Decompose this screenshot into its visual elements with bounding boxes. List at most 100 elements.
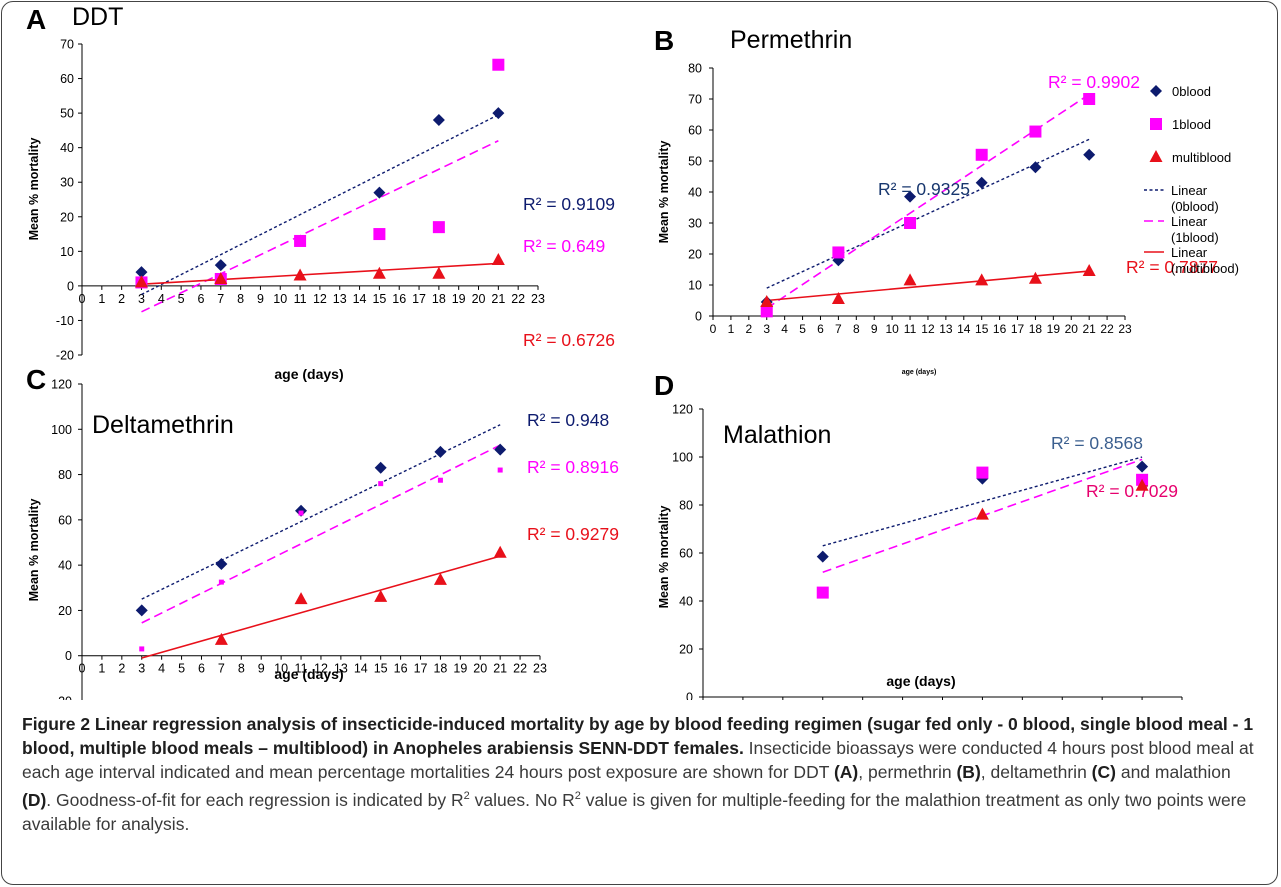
x-tick-label: 9 <box>871 322 878 336</box>
data-point-multiblood <box>1135 478 1149 491</box>
legend-label: 0blood <box>1172 84 1211 99</box>
y-tick-label: 0 <box>695 310 702 324</box>
data-point-1blood <box>904 217 917 229</box>
data-point-multiblood <box>372 266 386 279</box>
x-axis-label: age (days) <box>274 366 343 382</box>
y-tick-label: 60 <box>58 513 72 527</box>
y-tick-label: 120 <box>51 378 72 392</box>
x-tick-label: 4 <box>781 322 788 336</box>
r2-label-multiblood: R² = 0.6726 <box>523 330 615 350</box>
x-tick-label: 10 <box>274 662 288 676</box>
y-tick-label: 20 <box>679 643 693 657</box>
data-point-1blood <box>139 646 145 652</box>
data-point-multiblood <box>134 275 148 288</box>
panel-letter: B <box>654 25 674 56</box>
x-tick-label: 19 <box>1047 322 1061 336</box>
y-tick-label: 70 <box>688 93 702 107</box>
legend-marker-multiblood <box>1149 150 1163 162</box>
data-point-1blood <box>816 586 829 599</box>
r2-label-multiblood: R² = 0.9279 <box>527 524 619 544</box>
x-tick-label: 16 <box>993 322 1007 336</box>
x-tick-label: 10 <box>885 322 899 336</box>
x-tick-label: 13 <box>334 662 348 676</box>
caption-ref-d: (D) <box>22 789 47 810</box>
y-tick-label: 50 <box>60 107 74 121</box>
x-tick-label: 20 <box>1065 322 1079 336</box>
x-tick-label: 10 <box>273 292 287 306</box>
data-point-1blood <box>378 481 384 487</box>
data-point-1blood <box>976 466 989 479</box>
x-tick-label: 16 <box>394 662 408 676</box>
panel-letter: C <box>26 364 46 395</box>
y-tick-label: 50 <box>688 155 702 169</box>
x-tick-label: 1 <box>98 662 105 676</box>
x-tick-label: 3 <box>138 662 145 676</box>
data-point-multiblood <box>432 266 446 279</box>
y-axis-label: Mean % mortality <box>657 506 671 609</box>
r2-label-0blood: R² = 0.8568 <box>1051 433 1143 453</box>
legend-label: (0blood) <box>1171 199 1219 214</box>
caption-body-3: , deltamethrin <box>980 762 1092 782</box>
x-tick-label: 23 <box>1118 322 1132 336</box>
x-tick-label: 16 <box>392 292 406 306</box>
data-point-1blood <box>294 234 307 247</box>
x-tick-label: 17 <box>412 292 426 306</box>
y-tick-label: 80 <box>688 62 702 76</box>
y-tick-label: 40 <box>688 186 702 200</box>
x-tick-label: 5 <box>178 292 185 306</box>
data-point-multiblood <box>975 507 989 520</box>
x-tick-label: 19 <box>453 662 467 676</box>
x-tick-label: 14 <box>957 322 971 336</box>
y-tick-label: 30 <box>60 176 74 190</box>
x-tick-label: 1 <box>728 322 735 336</box>
y-tick-label: 80 <box>58 468 72 482</box>
panel-c: CDeltamethrin-20020406080100120012345678… <box>26 364 619 700</box>
legend-marker-1blood <box>1150 118 1162 130</box>
r2-label-1blood: R² = 0.9902 <box>1048 72 1140 92</box>
x-tick-label: 23 <box>531 292 545 306</box>
legend-label: 1blood <box>1172 117 1211 132</box>
data-point-multiblood <box>831 291 845 304</box>
x-tick-label: 2 <box>745 322 752 336</box>
data-point-0blood <box>1029 161 1042 174</box>
trendline-multiblood <box>141 555 501 659</box>
data-point-multiblood <box>433 572 447 585</box>
y-tick-label: 70 <box>60 38 74 52</box>
x-tick-label: 4 <box>158 292 165 306</box>
x-tick-label: 9 <box>258 662 265 676</box>
y-tick-label: 0 <box>67 279 74 293</box>
data-point-0blood <box>492 107 505 120</box>
x-tick-label: 7 <box>217 292 224 306</box>
data-point-1blood <box>218 579 224 585</box>
x-tick-label: 14 <box>353 292 367 306</box>
x-tick-label: 0 <box>79 662 86 676</box>
r2-label-1blood: R² = 0.649 <box>523 236 605 256</box>
y-tick-label: 30 <box>688 217 702 231</box>
trendline-multiblood <box>141 262 499 285</box>
data-point-0blood <box>1083 148 1096 161</box>
y-tick-label: 100 <box>51 423 72 437</box>
x-tick-label: 7 <box>835 322 842 336</box>
y-tick-label: 120 <box>672 403 693 417</box>
x-tick-label: 21 <box>1082 322 1096 336</box>
x-tick-label: 11 <box>295 662 308 676</box>
panel-letter: A <box>26 4 46 35</box>
x-axis-label: age (days) <box>886 673 955 689</box>
data-point-multiblood <box>214 271 228 284</box>
x-tick-label: 20 <box>472 292 486 306</box>
x-tick-label: 2 <box>118 662 125 676</box>
data-point-1blood <box>1083 93 1096 105</box>
x-tick-label: 13 <box>333 292 347 306</box>
data-point-0blood <box>135 604 148 617</box>
x-tick-label: 21 <box>493 662 507 676</box>
x-tick-label: 6 <box>817 322 824 336</box>
data-point-0blood <box>975 176 988 189</box>
trendline-0blood <box>141 424 501 600</box>
x-tick-label: 14 <box>354 662 368 676</box>
x-tick-label: 23 <box>533 662 547 676</box>
x-tick-label: 12 <box>314 662 328 676</box>
data-point-0blood <box>135 266 148 279</box>
y-tick-label: 0 <box>686 691 693 701</box>
